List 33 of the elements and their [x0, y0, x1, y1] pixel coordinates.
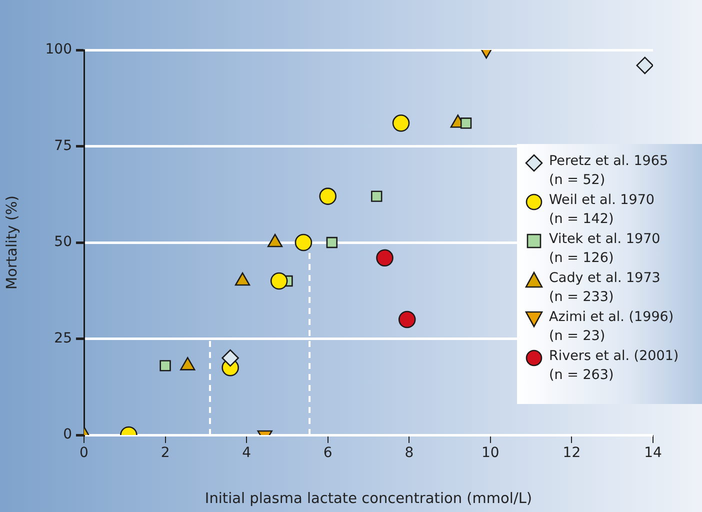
point — [460, 118, 472, 129]
x-tick-label: 12 — [562, 445, 581, 462]
legend-label: Peretz et al. 1965 (n = 52) — [549, 152, 668, 190]
y-axis-title: Mortality (%) — [4, 196, 20, 290]
point — [636, 56, 653, 74]
legend-label: Rivers et al. (2001) (n = 263) — [549, 347, 679, 385]
x-tick-label: 4 — [242, 445, 252, 462]
point — [371, 190, 382, 202]
x-tick-label: 14 — [644, 445, 662, 462]
x-tick-label: 8 — [404, 445, 414, 462]
point — [326, 236, 338, 248]
y-tick-label: 25 — [54, 330, 72, 346]
y-tick-label: 75 — [54, 138, 72, 154]
legend-label: Azimi et al. (1996) (n = 23) — [549, 308, 674, 346]
y-tick-label: 50 — [54, 234, 72, 250]
x-tick-label: 2 — [160, 445, 170, 462]
point — [294, 234, 312, 252]
legend-label: Cady et al. 1973 (n = 233) — [549, 269, 660, 307]
point — [376, 249, 394, 267]
x-tick-label: 0 — [80, 445, 88, 462]
point — [319, 188, 337, 205]
y-tick-label: 100 — [45, 42, 72, 58]
legend-label: Vitek et al. 1970 (n = 126) — [549, 230, 660, 268]
x-axis-title: Initial plasma lactate concentration (mmol/L) — [204, 491, 532, 508]
legend-label: Weil et al. 1970 (n = 142) — [549, 191, 655, 229]
x-tick-label: 6 — [323, 445, 332, 462]
x-tick-label: 10 — [482, 445, 500, 462]
point — [270, 272, 288, 290]
y-tick-label: 0 — [63, 426, 72, 443]
point — [160, 360, 171, 372]
point — [222, 349, 239, 367]
point — [398, 310, 416, 328]
point — [392, 114, 410, 132]
